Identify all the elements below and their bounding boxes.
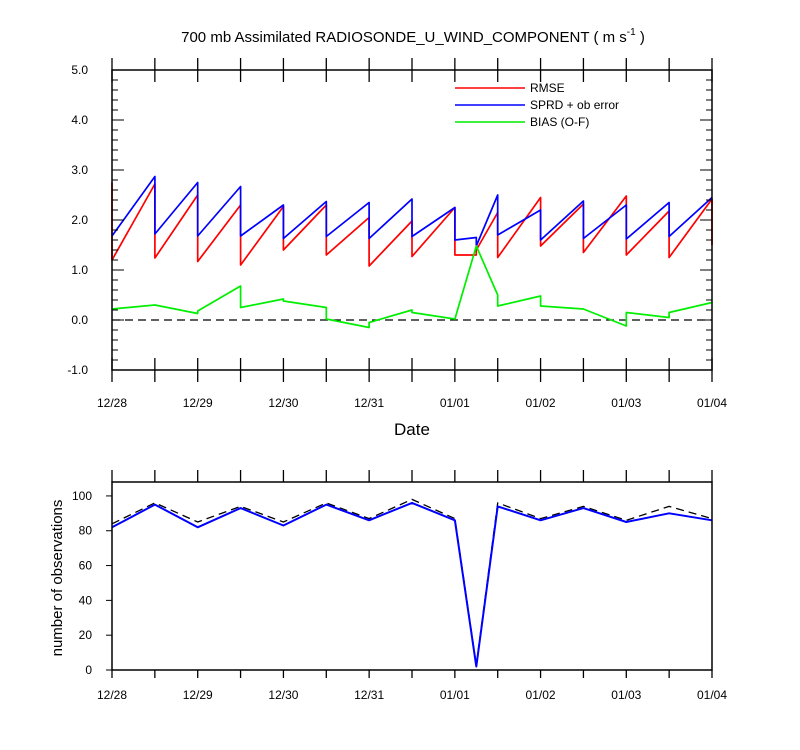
bottom-y-tick-label: 60 [79,559,93,573]
bottom-y-tick-label: 80 [79,524,93,538]
bottom-x-tick-label: 01/02 [526,688,556,702]
x-tick-label: 01/01 [440,396,470,410]
x-tick-label: 12/29 [183,396,213,410]
bottom-x-tick-label: 01/01 [440,688,470,702]
bottom-x-tick-label: 12/28 [97,688,127,702]
y-tick-label: 3.0 [71,163,88,177]
chart-title: 700 mb Assimilated RADIOSONDE_U_WIND_COM… [181,27,645,46]
bottom-y-tick-label: 40 [79,593,93,607]
bottom-chart: 0 20 40 60 80 100 12/28 12/29 12/30 12/31 01/01 01/… [49,470,727,702]
chart-title-unit-superscript: -1 [627,27,636,38]
bottom-x-tick-label: 12/31 [354,688,384,702]
legend-rmse-label: RMSE [530,81,565,95]
x-tick-label: 12/28 [97,396,127,410]
x-tick-label: 01/02 [526,396,556,410]
x-tick-label: 12/30 [268,396,298,410]
x-tick-label: 01/04 [697,396,727,410]
x-tick-label: 01/03 [611,396,641,410]
bottom-y-tick-label: 20 [79,628,93,642]
y-tick-label: 2.0 [71,213,88,227]
chart-title-main: 700 mb Assimilated RADIOSONDE_U_WIND_COM… [181,29,627,46]
bottom-y-tick-label: 100 [72,489,92,503]
y-tick-label: -1.0 [67,363,88,377]
legend-sprd-label: SPRD + ob error [530,98,619,112]
obs-possible-dashed-line [111,498,713,666]
bias-line [111,245,713,329]
bottom-plot-frame [111,481,713,671]
bottom-series-group [111,498,713,668]
bottom-y-tick-label: 0 [85,663,92,677]
bottom-x-tick-label: 12/29 [183,688,213,702]
top-series-group [111,175,713,329]
y-tick-label: 4.0 [71,113,88,127]
obs-assimilated-line [111,501,713,668]
y-axis-label-observations: number of observations [49,500,66,657]
bottom-x-tick-label: 01/04 [697,688,727,702]
top-chart: -1.0 0.0 1.0 2.0 3.0 4.0 5.0 12/28 12/29 12/30 12/… [67,58,727,439]
chart-title-tail: ) [636,29,645,46]
sprd-ob-error-line [111,175,713,247]
y-tick-label: 5.0 [71,63,88,77]
x-tick-label: 12/31 [354,396,384,410]
y-tick-label: 1.0 [71,263,88,277]
rmse-line [111,182,713,267]
legend-bias-label: BIAS (O-F) [530,115,589,129]
legend: RMSE SPRD + ob error BIAS (O-F) [455,81,619,129]
bottom-x-tick-label: 01/03 [611,688,641,702]
y-tick-label: 0.0 [71,313,88,327]
x-axis-label: Date [394,420,430,439]
bottom-x-tick-label: 12/30 [268,688,298,702]
